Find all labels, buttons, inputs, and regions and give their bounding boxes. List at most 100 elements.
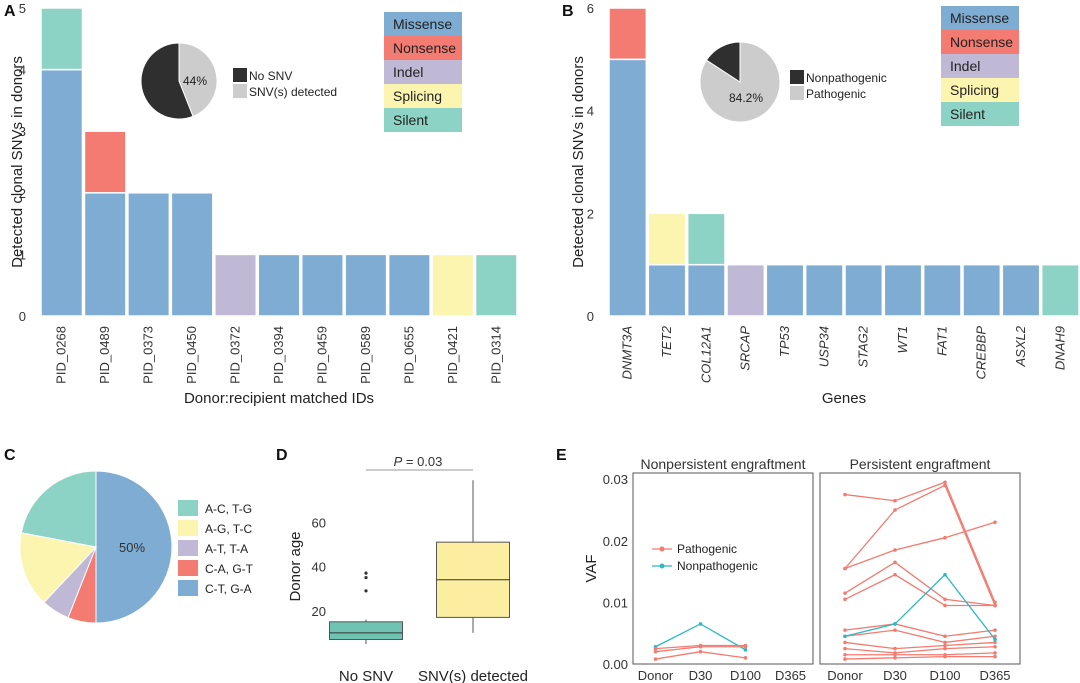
series-point (893, 622, 897, 626)
pie-legend-label: SNV(s) detected (249, 85, 337, 99)
panel-letter-A: A (4, 3, 16, 20)
facet-title: Persistent engraftment (850, 456, 991, 472)
bar-missense-pid_0459 (300, 253, 344, 317)
series-line-pathogenic (844, 521, 996, 570)
x-tick-label: PID_0373 (141, 326, 156, 384)
bar-splicing-pid_0421 (431, 253, 475, 317)
series-point (843, 492, 847, 497)
series-line-pathogenic (844, 623, 996, 637)
y-tick-label: 0.03 (603, 472, 628, 487)
legend-label: A-G, T-C (205, 522, 252, 536)
facet-title: Nonpersistent engraftment (641, 456, 806, 472)
bar-missense-pid_0394 (257, 253, 301, 317)
pie-slice-a-g-t-c (19, 532, 97, 604)
legend-swatch-nonsense (384, 36, 462, 60)
series-point (943, 603, 947, 608)
legend-label-splicing: Splicing (950, 82, 999, 98)
series-point (843, 628, 847, 632)
y-tick-label: 6 (587, 1, 594, 16)
pie-percent-label: 84.2% (729, 91, 763, 105)
series-point (743, 644, 748, 649)
panel-letter-E: E (556, 447, 567, 464)
pie-legend-swatch (790, 70, 804, 84)
legend-swatch-missense (384, 12, 462, 36)
series-line-pathogenic (844, 629, 996, 644)
bar-missense-pid_0450 (170, 192, 214, 317)
y-tick-label: 5 (19, 1, 26, 16)
y-axis-title: Donor age (287, 531, 304, 601)
x-tick-label: COL12A1 (698, 326, 713, 383)
legend-swatch-splicing (941, 78, 1019, 102)
series-point (893, 560, 897, 565)
legend-swatch (178, 560, 198, 576)
series-point (743, 656, 748, 660)
series-line-pathogenic (845, 652, 996, 656)
series-point (893, 498, 897, 503)
panel-letter-B: B (562, 3, 574, 20)
series-point (993, 654, 997, 659)
bar-silent-col12a1 (686, 212, 726, 266)
legend-label-missense: Missense (950, 10, 1009, 26)
y-axis-title: VAF (583, 554, 600, 582)
y-tick-label: 0.02 (603, 534, 628, 549)
legend-swatch-missense (941, 6, 1019, 30)
y-tick-label: 0 (587, 309, 594, 324)
series-point (943, 483, 947, 488)
legend-swatch-silent (941, 102, 1019, 126)
y-tick-label: 4 (587, 104, 594, 119)
series-point (843, 634, 847, 639)
y-tick-label: 20 (312, 604, 326, 619)
bar-missense-pid_0268 (40, 68, 84, 317)
series-point (943, 654, 947, 659)
outlier-point (364, 589, 368, 593)
series-point (893, 572, 897, 577)
x-tick-label: PID_0421 (445, 326, 460, 384)
series-point (943, 572, 947, 577)
x-tick-label: STAG2 (856, 325, 871, 367)
legend-marker-pathogenic (659, 546, 665, 552)
series-point (843, 646, 847, 651)
legend-label-indel: Indel (950, 58, 980, 74)
series-point (893, 652, 897, 657)
pie-legend-label: Pathogenic (806, 87, 866, 101)
series-point (993, 520, 997, 525)
legend-swatch (178, 500, 198, 516)
legend-swatch (178, 520, 198, 536)
legend-label: C-T, G-A (205, 582, 252, 596)
y-tick-label: 60 (312, 515, 326, 530)
series-point (993, 644, 997, 649)
x-tick-label: PID_0314 (488, 326, 503, 384)
bar-missense-pid_0589 (344, 253, 388, 317)
x-tick-label: D365 (775, 668, 806, 683)
series-point (943, 640, 947, 645)
x-tick-label: Donor (827, 668, 863, 683)
x-tick-label: ASXL2 (1013, 325, 1028, 367)
x-tick-label: D100 (929, 668, 960, 683)
series-point (698, 649, 703, 654)
x-tick-label: PID_0459 (314, 326, 329, 384)
series-point (943, 634, 947, 639)
pie-percent-label: 50% (119, 540, 145, 555)
series-line-pathogenic (844, 655, 995, 660)
series-point (843, 640, 847, 645)
series-point (993, 637, 997, 642)
legend-label-missense: Missense (393, 16, 452, 32)
legend-label: A-C, T-G (205, 502, 252, 516)
series-point (943, 646, 947, 651)
pie-legend-swatch (233, 68, 247, 82)
bar-nonsense-dnmt3a (608, 7, 648, 61)
bar-indel-pid_0372 (214, 253, 258, 317)
legend-label-indel: Indel (393, 64, 423, 80)
x-tick-label: PID_0268 (54, 326, 69, 384)
x-axis-title: Donor:recipient matched IDs (184, 390, 374, 407)
outlier-point (364, 575, 368, 580)
legend-label-splicing: Splicing (393, 88, 442, 104)
bar-missense-tet2 (647, 263, 687, 317)
x-tick-label: No SNV (339, 668, 393, 683)
series-point (993, 603, 997, 608)
legend-swatch-nonsense (941, 30, 1019, 54)
series-point (893, 628, 897, 632)
y-tick-label: 40 (312, 560, 326, 575)
legend-swatch (178, 580, 198, 596)
x-tick-label: TP53 (777, 325, 792, 357)
